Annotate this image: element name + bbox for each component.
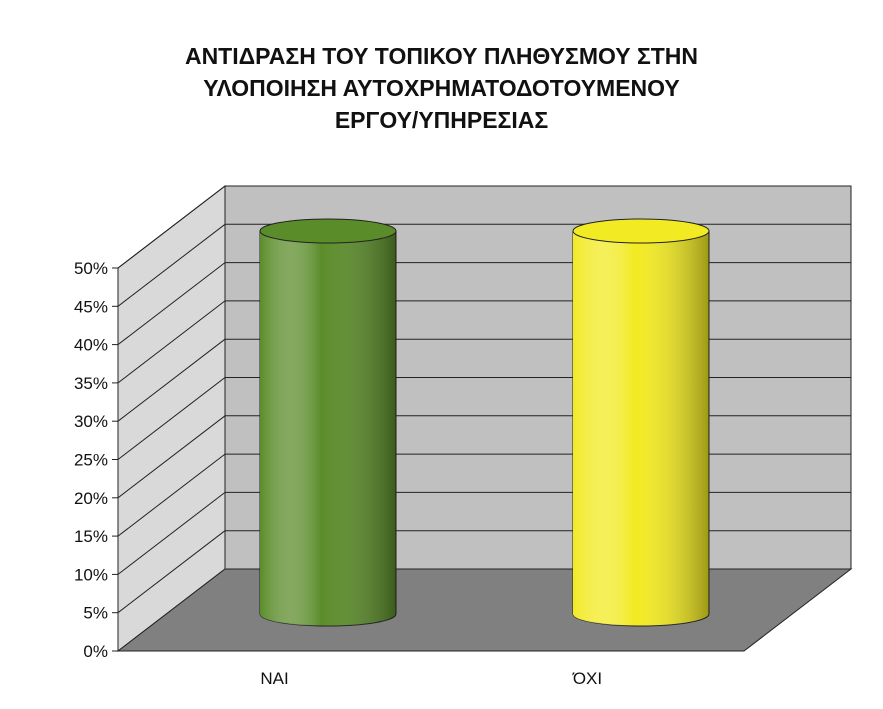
y-tick-label: 30% [74,412,108,431]
bar-yes [259,218,397,627]
category-labels: ΝΑΙ ΌΧΙ [260,669,602,688]
y-tick-label: 15% [74,527,108,546]
y-axis: 0% 5% 10% 15% 20% 25% 30% 35% 40% 45% 50% [74,259,744,661]
y-tick-label: 0% [83,642,108,661]
bar-no [572,218,710,627]
y-tick-label: 50% [74,259,108,278]
y-tick-label: 25% [74,451,108,470]
category-label-1: ΌΧΙ [572,669,602,688]
category-label-0: ΝΑΙ [260,669,288,688]
bar-shading [260,231,396,626]
y-tick-label: 45% [74,297,108,316]
chart-title: ΑΝΤΙΔΡΑΣΗ ΤΟΥ ΤΟΠΙΚΟΥ ΠΛΗΘΥΣΜΟΥ ΣΤΗΝ ΥΛΟ… [184,43,699,133]
bars [259,218,710,627]
gridline-side [117,492,226,575]
gridline-side [117,223,226,307]
y-tick-label: 10% [74,565,108,584]
gridline-side [117,262,226,345]
gridline-side [117,530,226,614]
bar-top [259,218,397,244]
gridline-side [117,300,226,384]
gridline-side [117,415,226,499]
gridline-side [117,185,226,269]
y-tick-label: 20% [74,489,108,508]
bar-shading [573,231,709,626]
bar-top [572,218,710,244]
chart-walls [116,184,853,653]
y-tick-label: 5% [83,604,108,623]
gridline-side [117,453,226,537]
y-tick-label: 40% [74,336,108,355]
floor [116,568,853,652]
gridline-side [117,338,226,422]
y-tick-label: 35% [74,374,108,393]
gridline-side [117,377,226,460]
